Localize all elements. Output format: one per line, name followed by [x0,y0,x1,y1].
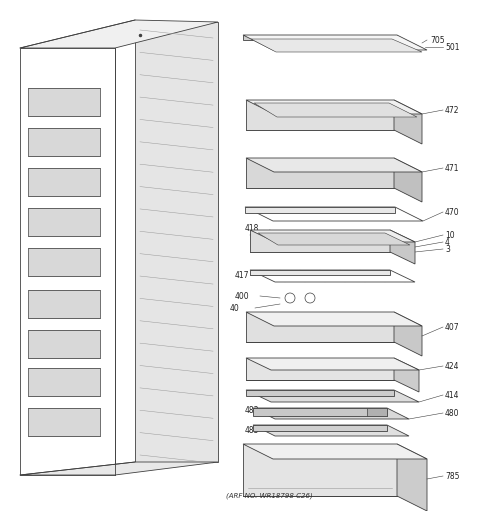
Text: 40: 40 [230,304,240,313]
Text: 470: 470 [445,207,460,217]
Polygon shape [135,22,218,462]
Text: 3: 3 [445,244,450,253]
Polygon shape [253,425,387,431]
Text: 414: 414 [445,390,459,400]
Polygon shape [390,230,415,264]
Polygon shape [394,100,422,144]
Polygon shape [246,358,419,370]
Text: 418: 418 [245,223,259,233]
Polygon shape [28,168,100,196]
Polygon shape [250,230,390,252]
Polygon shape [246,100,422,114]
Polygon shape [246,390,419,402]
Polygon shape [20,20,218,48]
Polygon shape [394,158,422,202]
Polygon shape [245,207,395,213]
Polygon shape [246,390,394,396]
Polygon shape [28,290,100,318]
Polygon shape [253,425,409,436]
Polygon shape [250,270,415,282]
Polygon shape [28,208,100,236]
Polygon shape [394,358,419,392]
Text: 483: 483 [245,406,260,414]
Polygon shape [251,39,422,52]
Polygon shape [243,35,427,50]
Polygon shape [246,312,422,326]
Polygon shape [20,462,218,475]
Polygon shape [243,35,397,40]
Polygon shape [246,100,394,130]
Polygon shape [243,444,397,496]
Polygon shape [394,312,422,356]
Polygon shape [253,408,387,416]
Polygon shape [250,230,415,242]
Text: 10: 10 [445,230,455,240]
Text: 785: 785 [445,472,459,480]
Text: 407: 407 [445,322,460,332]
Polygon shape [254,103,417,117]
Polygon shape [243,444,427,459]
Polygon shape [253,408,409,419]
Text: 480: 480 [445,408,459,417]
Polygon shape [28,128,100,156]
Text: 485: 485 [245,426,260,434]
Polygon shape [20,48,115,475]
Polygon shape [246,312,394,342]
Text: 705: 705 [430,35,445,44]
Polygon shape [250,270,390,275]
Polygon shape [246,158,422,172]
Polygon shape [28,88,100,116]
Polygon shape [397,444,427,511]
Text: 471: 471 [445,164,459,173]
Polygon shape [258,233,410,245]
Text: 417: 417 [235,270,250,280]
Polygon shape [246,158,394,188]
Text: 472: 472 [445,105,459,114]
Polygon shape [28,368,100,396]
Text: 424: 424 [445,361,459,370]
Polygon shape [28,330,100,358]
Text: (ARF NO. WR18798 C26): (ARF NO. WR18798 C26) [226,493,312,499]
Polygon shape [28,248,100,276]
Text: 501: 501 [445,42,459,52]
Polygon shape [246,358,394,380]
Polygon shape [245,207,423,221]
Text: 4: 4 [445,238,450,246]
Polygon shape [367,408,387,416]
Polygon shape [28,408,100,436]
Text: 400: 400 [235,291,250,300]
